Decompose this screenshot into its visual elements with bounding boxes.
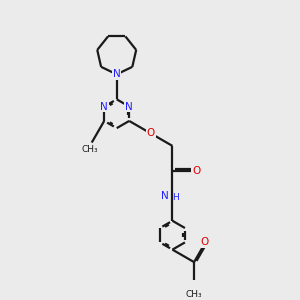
- Text: N: N: [161, 191, 169, 201]
- Text: O: O: [200, 237, 209, 247]
- Text: N: N: [100, 101, 108, 112]
- Text: N: N: [125, 101, 133, 112]
- Text: O: O: [147, 128, 155, 138]
- Text: N: N: [113, 69, 121, 80]
- Text: CH₃: CH₃: [186, 290, 202, 299]
- Text: O: O: [192, 166, 201, 176]
- Text: H: H: [172, 193, 178, 202]
- Text: CH₃: CH₃: [81, 145, 98, 154]
